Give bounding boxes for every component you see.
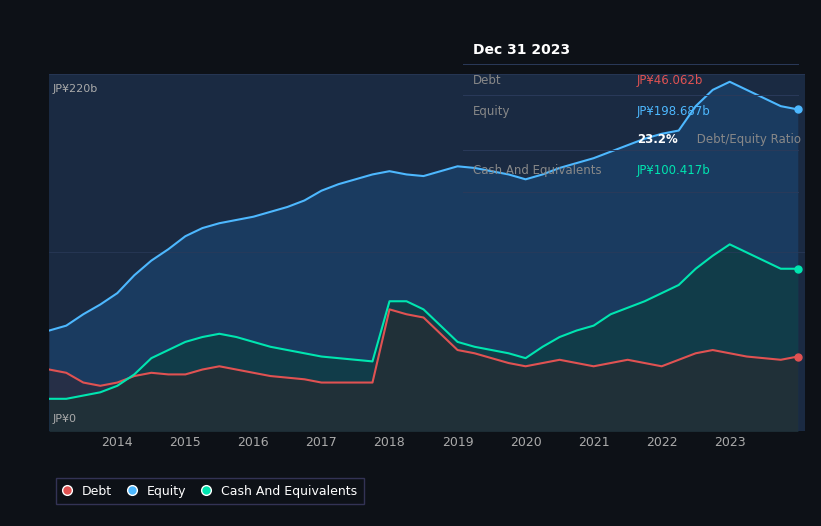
Text: JP¥198.687b: JP¥198.687b bbox=[637, 105, 711, 118]
Text: Dec 31 2023: Dec 31 2023 bbox=[473, 43, 571, 57]
Legend: Debt, Equity, Cash And Equivalents: Debt, Equity, Cash And Equivalents bbox=[56, 478, 364, 504]
Text: Debt: Debt bbox=[473, 74, 502, 87]
Text: Equity: Equity bbox=[473, 105, 511, 118]
Text: Debt/Equity Ratio: Debt/Equity Ratio bbox=[693, 133, 801, 146]
Text: Cash And Equivalents: Cash And Equivalents bbox=[473, 164, 602, 177]
Text: 23.2%: 23.2% bbox=[637, 133, 678, 146]
Text: JP¥46.062b: JP¥46.062b bbox=[637, 74, 704, 87]
Text: JP¥220b: JP¥220b bbox=[53, 84, 99, 94]
Text: JP¥0: JP¥0 bbox=[53, 414, 77, 424]
Text: JP¥100.417b: JP¥100.417b bbox=[637, 164, 711, 177]
